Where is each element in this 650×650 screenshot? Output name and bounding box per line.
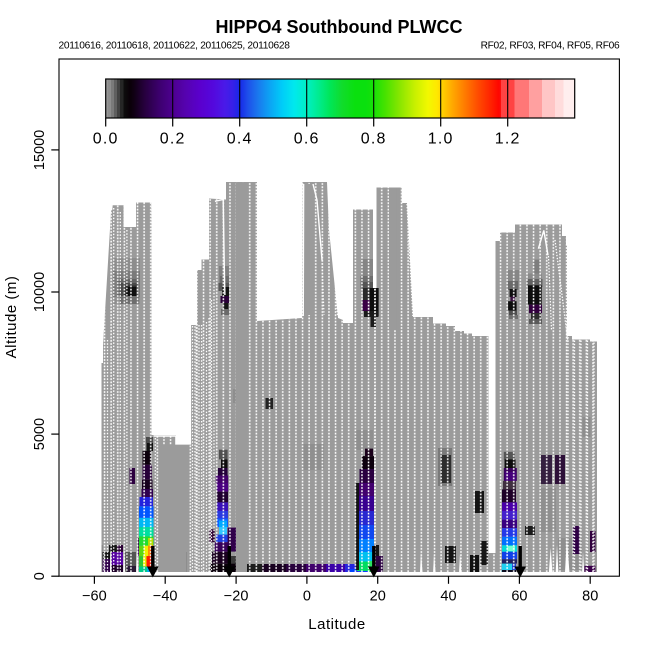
svg-text:1.2: 1.2 [495, 131, 521, 148]
svg-text:10000: 10000 [32, 272, 48, 312]
svg-text:−20: −20 [224, 589, 249, 605]
svg-text:0.4: 0.4 [227, 131, 253, 148]
svg-text:5000: 5000 [32, 418, 48, 450]
svg-text:−40: −40 [153, 589, 178, 605]
svg-text:1.0: 1.0 [428, 131, 454, 148]
svg-text:0.8: 0.8 [361, 131, 387, 148]
svg-text:20110616, 20110618, 20110622,: 20110616, 20110618, 20110622, 20110625, … [59, 41, 291, 52]
svg-text:0.2: 0.2 [160, 131, 186, 148]
svg-text:Latitude: Latitude [308, 616, 365, 633]
svg-text:0.0: 0.0 [93, 131, 119, 148]
svg-text:60: 60 [511, 589, 527, 605]
svg-text:0: 0 [32, 572, 48, 580]
svg-text:0.6: 0.6 [294, 131, 320, 148]
svg-text:RF02, RF03, RF04, RF05, RF06: RF02, RF03, RF04, RF05, RF06 [481, 41, 620, 52]
svg-text:0: 0 [303, 589, 311, 605]
svg-text:Altitude (m): Altitude (m) [3, 276, 20, 359]
svg-text:80: 80 [582, 589, 598, 605]
svg-text:20: 20 [370, 589, 386, 605]
svg-text:40: 40 [440, 589, 456, 605]
svg-text:−60: −60 [82, 589, 107, 605]
svg-text:15000: 15000 [32, 130, 48, 170]
svg-text:HIPPO4 Southbound PLWCC: HIPPO4 Southbound PLWCC [216, 17, 463, 37]
